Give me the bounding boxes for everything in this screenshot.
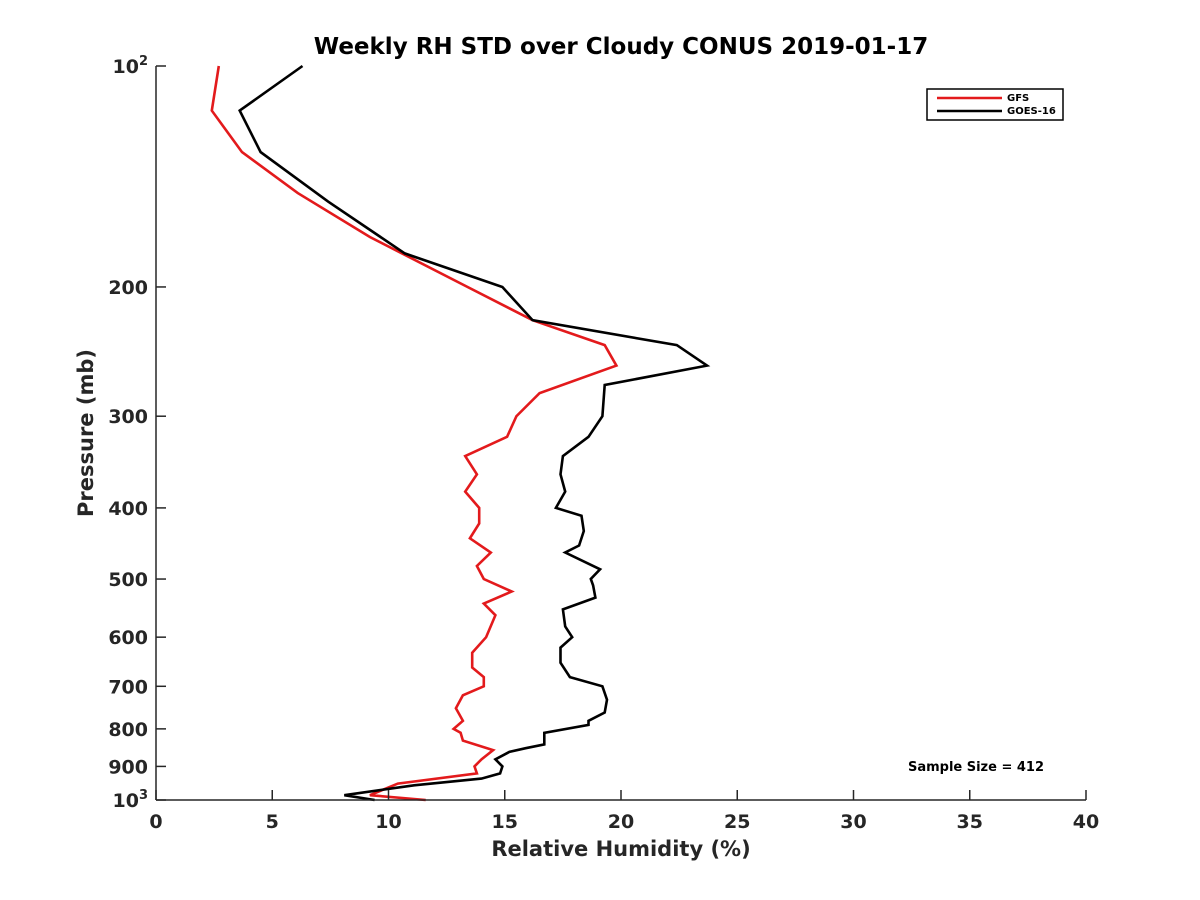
x-tick-label: 25 xyxy=(724,811,750,833)
series-layer xyxy=(210,64,711,802)
x-tick-label: 5 xyxy=(266,811,279,833)
y-tick-label: 600 xyxy=(108,627,148,649)
y-tick-label: 400 xyxy=(108,498,148,520)
legend-label-goes16: GOES-16 xyxy=(1007,106,1056,117)
y-tick-label: 200 xyxy=(108,277,148,299)
x-tick-label: 40 xyxy=(1073,811,1099,833)
y-tick-label: 300 xyxy=(108,406,148,428)
y-tick-label: 800 xyxy=(108,719,148,741)
y-axis-ticks: 102 200 300 400 500 600 700 800 900 103 xyxy=(108,54,166,812)
x-tick-label: 0 xyxy=(149,811,162,833)
x-tick-label: 10 xyxy=(375,811,401,833)
y-tick-label: 700 xyxy=(108,676,148,698)
y-tick-label: 103 xyxy=(113,788,149,812)
chart-title: Weekly RH STD over Cloudy CONUS 2019-01-… xyxy=(314,34,928,60)
x-axis-ticks: 0 5 10 15 20 25 30 35 40 xyxy=(149,790,1099,833)
y-tick-label: 500 xyxy=(108,569,148,591)
series-line-goes-16 xyxy=(238,64,711,802)
legend-box xyxy=(926,88,1064,121)
legend: GFS GOES-16 xyxy=(926,88,1064,121)
sample-size-annotation: Sample Size = 412 xyxy=(908,760,1044,775)
x-tick-label: 30 xyxy=(840,811,866,833)
y-tick-label: 900 xyxy=(108,756,148,778)
x-axis-title: Relative Humidity (%) xyxy=(491,837,750,861)
x-tick-label: 15 xyxy=(492,811,518,833)
series-line-gfs xyxy=(210,65,619,802)
y-tick-label: 102 xyxy=(113,54,149,78)
y-axis-title: Pressure (mb) xyxy=(74,349,98,517)
legend-label-gfs: GFS xyxy=(1007,93,1029,104)
x-tick-label: 35 xyxy=(957,811,983,833)
x-tick-label: 20 xyxy=(608,811,634,833)
